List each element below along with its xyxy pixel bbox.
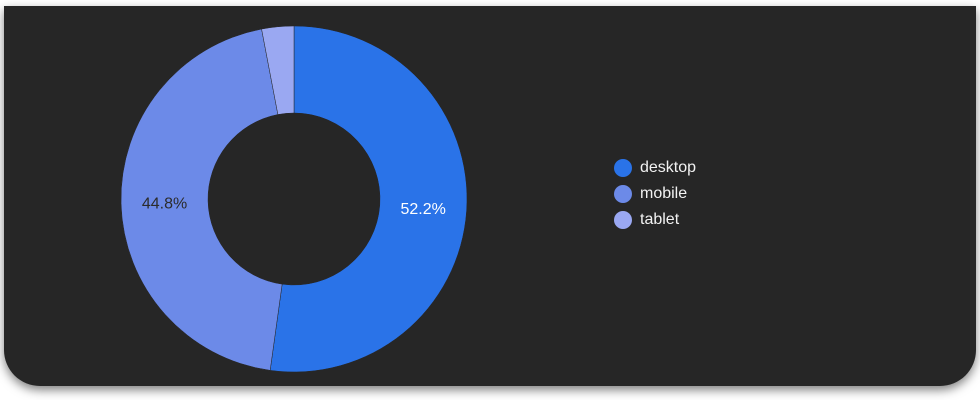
slice-desktop[interactable] [269,25,468,373]
legend-item-tablet[interactable]: tablet [614,208,696,232]
chart-card: 52.2% 44.8% desktop mobile tablet [4,6,976,386]
donut-slices [120,25,468,373]
legend-item-desktop[interactable]: desktop [614,156,696,180]
slice-mobile[interactable] [120,28,283,371]
slice-tablet[interactable] [261,25,295,115]
donut-chart: 52.2% 44.8% [120,25,468,373]
donut-data-labels: 52.2% 44.8% [142,195,446,218]
legend-label-desktop: desktop [640,159,697,176]
data-label-mobile: 44.8% [142,195,187,212]
chart-legend: desktop mobile tablet [614,156,696,234]
legend-item-mobile[interactable]: mobile [614,182,696,206]
data-label-desktop: 52.2% [401,201,446,218]
legend-swatch-mobile [614,185,632,203]
legend-label-tablet: tablet [640,211,680,228]
legend-swatch-desktop [614,159,632,177]
legend-swatch-tablet [614,211,632,229]
legend-label-mobile: mobile [640,185,688,202]
